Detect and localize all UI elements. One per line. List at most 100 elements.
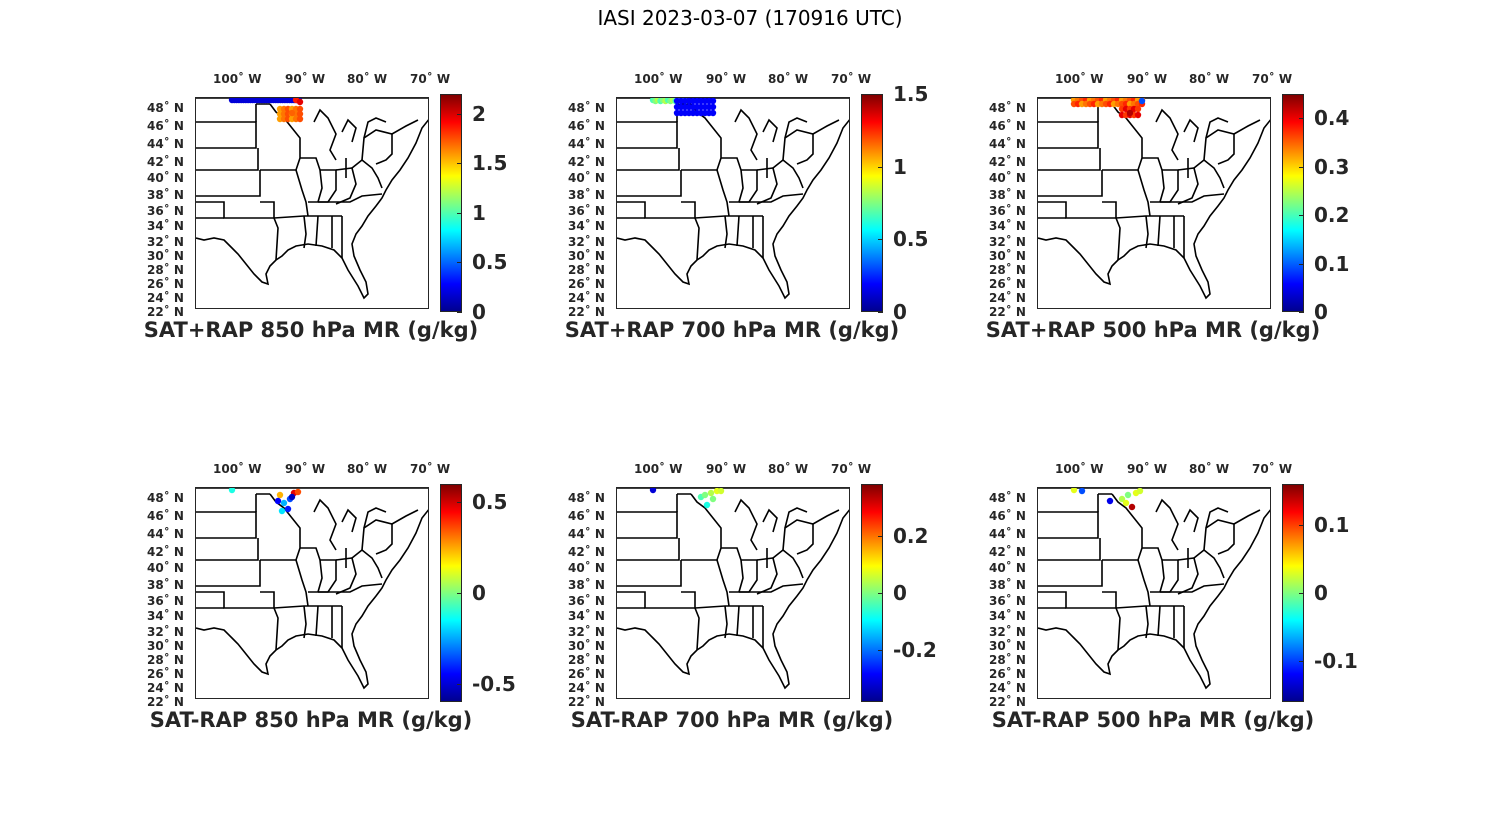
latitude-label: 30˚ N: [989, 639, 1026, 653]
state-boundary: [1038, 560, 1103, 587]
latitude-label: 22˚ N: [568, 305, 605, 319]
latitude-label: 42˚ N: [147, 155, 184, 169]
observation-dot: [709, 495, 717, 503]
longitude-label: 80˚ W: [768, 72, 809, 86]
state-boundary: [308, 193, 383, 203]
observation-dot: [284, 505, 292, 513]
latitude-label: 36˚ N: [989, 204, 1026, 218]
longitude-label: 90˚ W: [285, 72, 326, 86]
state-boundary: [1038, 148, 1101, 171]
latitude-label: 36˚ N: [147, 594, 184, 608]
latitude-label: 22˚ N: [147, 695, 184, 709]
colorbar-tick-label: 1.5: [472, 151, 508, 176]
observation-dot: [1138, 98, 1146, 105]
state-boundary: [1155, 498, 1179, 551]
state-boundary: [1038, 98, 1270, 300]
colorbar-tick-label: 0: [893, 300, 907, 324]
state-boundary: [772, 158, 804, 189]
state-boundary: [1145, 605, 1149, 639]
state-boundary: [1038, 201, 1117, 219]
colorbar-tick-label: 0.4: [1314, 106, 1350, 131]
colorbar-tick-label: 0: [472, 300, 486, 324]
colorbar-tick-mark: [1299, 166, 1304, 168]
latitude-label: 42˚ N: [989, 545, 1026, 559]
colorbar-tick-label: -0.5: [472, 671, 516, 696]
longitude-label: 80˚ W: [1189, 72, 1230, 86]
latitude-label: 42˚ N: [568, 155, 605, 169]
latitude-label: 38˚ N: [147, 188, 184, 202]
observation-dot: [278, 507, 286, 515]
state-boundary: [313, 108, 337, 161]
latitude-label: 40˚ N: [989, 171, 1026, 185]
colorbar-tick-label: 0.1: [1314, 512, 1350, 537]
us-map: [616, 487, 850, 699]
state-boundary: [361, 119, 419, 161]
colorbar-tick-label: 0: [1314, 300, 1328, 324]
longitude-label: 80˚ W: [347, 72, 388, 86]
latitude-label: 46˚ N: [989, 509, 1026, 523]
us-map: [195, 97, 429, 309]
state-boundary: [1217, 524, 1235, 555]
latitude-label: 48˚ N: [568, 491, 605, 505]
colorbar: [861, 94, 883, 312]
latitude-label: 36˚ N: [147, 204, 184, 218]
latitude-label: 30˚ N: [147, 639, 184, 653]
state-boundary: [196, 511, 257, 539]
latitude-label: 34˚ N: [147, 219, 184, 233]
latitude-label: 24˚ N: [568, 681, 605, 695]
state-boundary: [1038, 511, 1099, 539]
figure-title: IASI 2023-03-07 (170916 UTC): [597, 6, 903, 30]
latitude-label: 32˚ N: [568, 625, 605, 639]
state-boundary: [375, 134, 393, 165]
latitude-label: 36˚ N: [568, 594, 605, 608]
longitude-label: 100˚ W: [1055, 462, 1104, 476]
latitude-label: 48˚ N: [147, 491, 184, 505]
observation-dot: [274, 497, 282, 505]
panel-title: SAT+RAP 850 hPa MR (g/kg): [143, 318, 479, 342]
state-boundary: [1137, 169, 1151, 217]
latitude-label: 32˚ N: [989, 235, 1026, 249]
state-boundary: [1115, 607, 1121, 651]
state-boundary: [1038, 488, 1270, 690]
latitude-label: 24˚ N: [147, 681, 184, 695]
colorbar: [1282, 94, 1304, 312]
panel-title: SAT-RAP 850 hPa MR (g/kg): [149, 708, 473, 732]
longitude-label: 70˚ W: [410, 462, 451, 476]
state-outlines: [617, 488, 849, 690]
longitude-label: 80˚ W: [768, 462, 809, 476]
observation-dot: [228, 488, 236, 494]
state-boundary: [1203, 509, 1261, 551]
latitude-label: 42˚ N: [147, 545, 184, 559]
latitude-label: 44˚ N: [989, 137, 1026, 151]
longitude-label: 90˚ W: [706, 462, 747, 476]
state-boundary: [1038, 121, 1099, 149]
state-boundary: [681, 493, 722, 561]
colorbar-tick-mark: [1299, 312, 1304, 313]
state-boundary: [1157, 215, 1161, 247]
longitude-label: 70˚ W: [410, 72, 451, 86]
state-boundary: [295, 559, 309, 607]
observation-dot: [717, 488, 725, 495]
latitude-label: 34˚ N: [989, 219, 1026, 233]
state-boundary: [1145, 215, 1149, 249]
colorbar-tick-mark: [878, 650, 883, 652]
latitude-label: 26˚ N: [989, 667, 1026, 681]
longitude-label: 70˚ W: [1252, 72, 1293, 86]
state-boundary: [260, 493, 301, 561]
longitude-label: 90˚ W: [1127, 462, 1168, 476]
state-boundary: [1203, 119, 1261, 161]
state-boundary: [303, 605, 307, 639]
colorbar-tick-mark: [878, 94, 883, 95]
colorbar-tick-label: -0.2: [893, 638, 937, 663]
state-boundary: [273, 607, 279, 651]
latitude-label: 34˚ N: [568, 609, 605, 623]
state-boundary: [1193, 548, 1225, 579]
latitude-label: 38˚ N: [989, 578, 1026, 592]
state-boundary: [729, 583, 804, 593]
colorbar-tick-mark: [457, 212, 462, 214]
latitude-label: 24˚ N: [147, 291, 184, 305]
colorbar-tick-mark: [457, 113, 462, 115]
state-boundary: [255, 103, 270, 122]
latitude-label: 48˚ N: [989, 491, 1026, 505]
state-boundary: [1097, 493, 1112, 512]
